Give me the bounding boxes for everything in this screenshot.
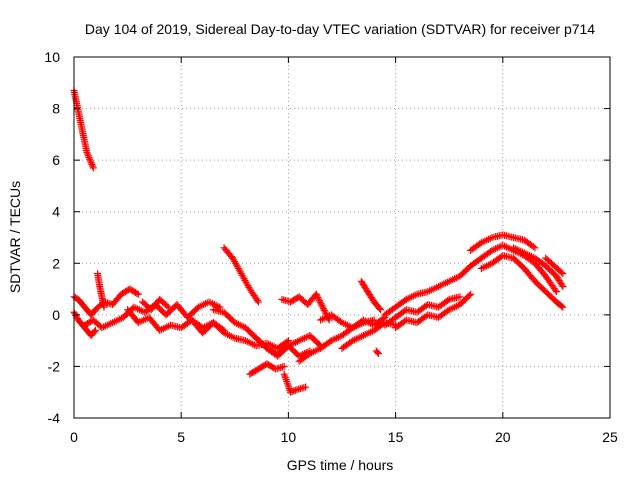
data-point	[302, 383, 310, 391]
data-point	[89, 164, 97, 172]
data-point	[551, 286, 559, 294]
grid-lines	[74, 57, 610, 418]
data-point	[559, 282, 567, 290]
data-point	[316, 298, 324, 306]
data-point	[85, 154, 93, 162]
y-tick-label: 8	[52, 101, 60, 117]
data-point	[91, 326, 99, 334]
data-point	[321, 308, 329, 316]
data-point	[287, 388, 295, 396]
data-point	[317, 300, 325, 308]
y-tick-labels: -4 -2 0 2 4 6 8 10	[44, 49, 60, 426]
data-point	[315, 295, 323, 303]
data-point	[312, 290, 320, 298]
data-point	[100, 303, 108, 311]
data-point	[444, 296, 452, 304]
data-point	[86, 157, 94, 165]
data-point	[557, 268, 565, 276]
x-tick-label: 0	[70, 429, 78, 445]
data-point	[84, 152, 92, 160]
data-point	[529, 243, 537, 251]
y-tick-label: 0	[52, 307, 60, 323]
data-point	[84, 150, 92, 158]
data-point	[72, 311, 80, 319]
data-point	[314, 293, 322, 301]
data-point	[290, 387, 298, 395]
x-tick-label: 20	[495, 429, 511, 445]
data-point	[164, 303, 172, 311]
data-point	[319, 303, 327, 311]
x-tick-label: 5	[177, 429, 185, 445]
data-point	[163, 302, 171, 310]
x-tick-label: 10	[281, 429, 297, 445]
data-point	[254, 298, 262, 306]
data-point	[552, 288, 560, 296]
data-point	[90, 328, 98, 336]
x-tick-label: 25	[602, 429, 618, 445]
data-point	[291, 386, 299, 394]
data-point	[83, 148, 91, 156]
y-axis-label: SDTVAR / TECUs	[7, 181, 23, 293]
data-point	[531, 244, 539, 252]
data-point	[467, 290, 475, 298]
y-tick-label: 10	[44, 49, 60, 65]
data-point	[559, 270, 567, 278]
data-point	[86, 155, 94, 163]
y-tick-label: -4	[48, 410, 61, 426]
data-point	[377, 306, 385, 314]
data-point	[318, 302, 326, 310]
data-point	[89, 162, 97, 170]
data-point	[87, 159, 95, 167]
data-point	[465, 292, 473, 300]
y-tick-label: 2	[52, 255, 60, 271]
data-point	[253, 296, 261, 304]
data-point	[71, 310, 79, 318]
x-tick-label: 15	[388, 429, 404, 445]
y-tick-label: -2	[48, 358, 61, 374]
data-point	[374, 350, 382, 358]
data-point	[280, 362, 288, 370]
data-point	[320, 306, 328, 314]
data-point	[88, 160, 96, 168]
x-tick-labels: 0 5 10 15 20 25	[70, 429, 618, 445]
data-point	[376, 304, 384, 312]
data-point	[456, 293, 464, 301]
data-point	[288, 388, 296, 396]
data-point	[320, 305, 328, 313]
x-axis-label: GPS time / hours	[287, 457, 394, 473]
plot-frame	[73, 56, 611, 419]
data-point	[558, 302, 566, 310]
data-point	[559, 303, 567, 311]
data-point	[313, 292, 321, 300]
data-point	[315, 297, 323, 305]
axis-ticks	[73, 56, 611, 419]
chart-title: Day 104 of 2019, Sidereal Day-to-day VTE…	[85, 21, 595, 37]
y-tick-label: 4	[52, 204, 60, 220]
data-point	[558, 281, 566, 289]
y-tick-label: 6	[52, 152, 60, 168]
data-point	[134, 290, 142, 298]
data-point	[373, 348, 381, 356]
data-points	[70, 87, 567, 396]
data-point	[133, 289, 141, 297]
